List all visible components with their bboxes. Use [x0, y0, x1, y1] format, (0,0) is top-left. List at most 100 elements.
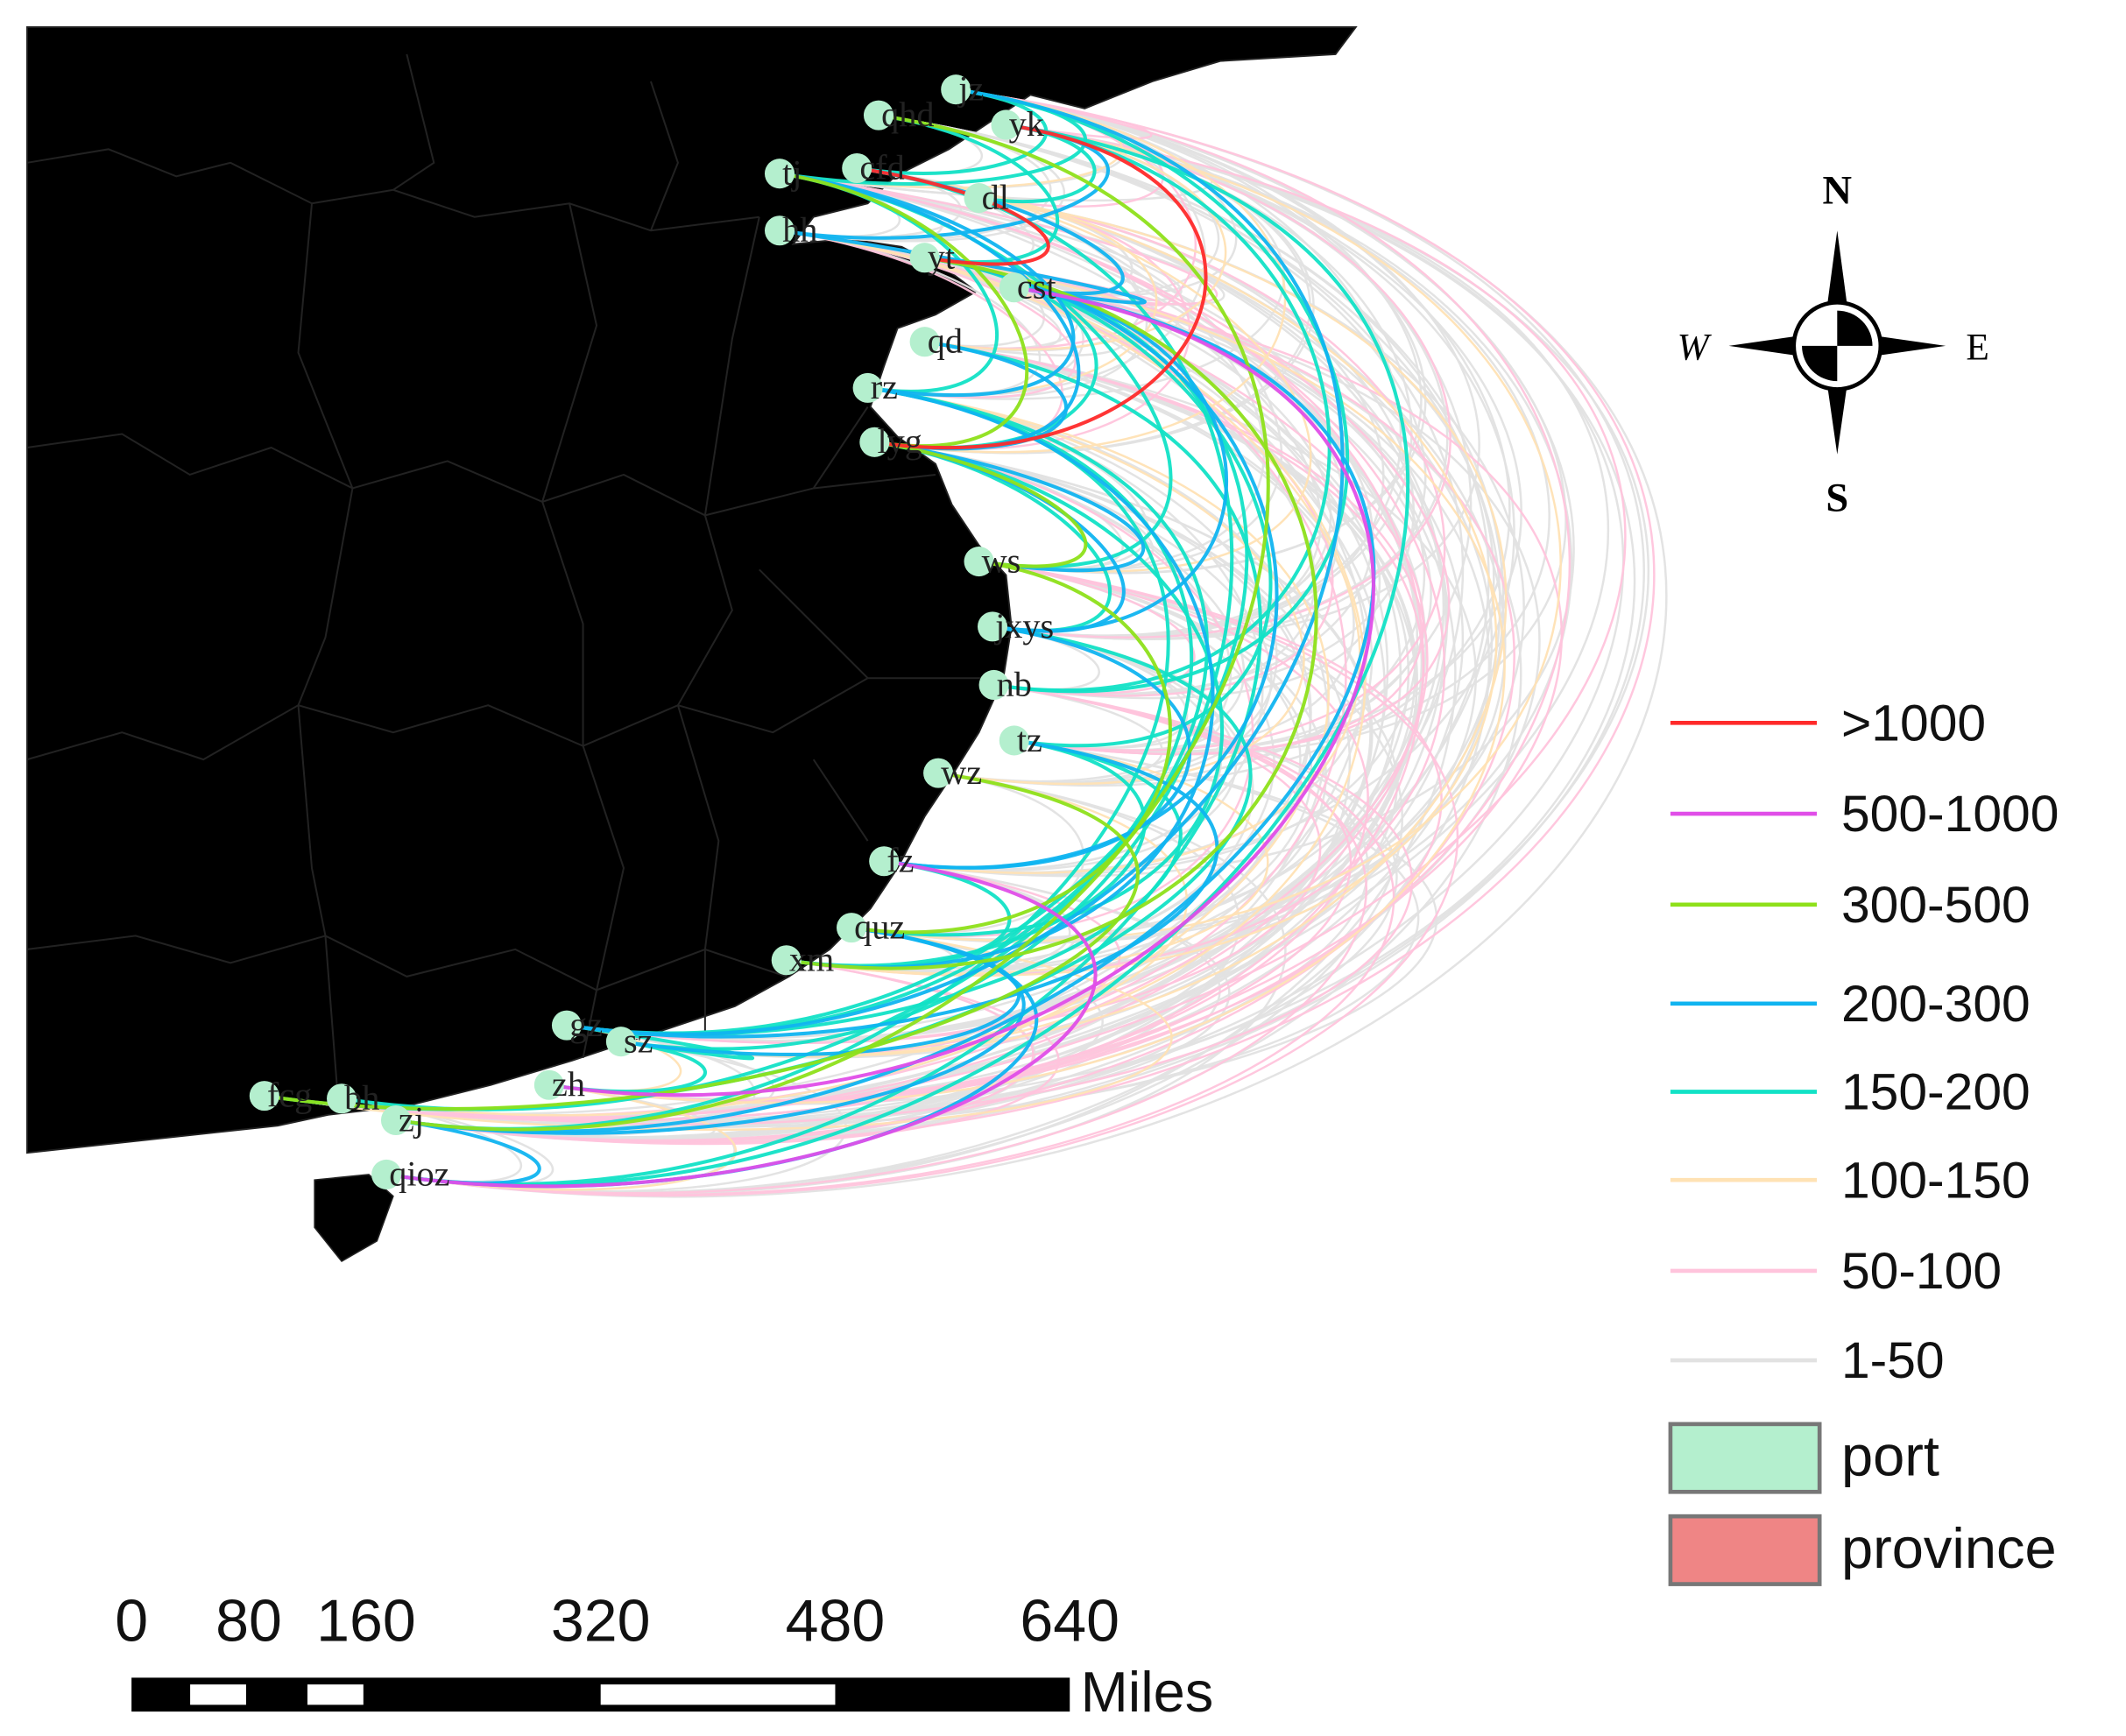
flow-arc [385, 340, 1262, 1186]
port-marker [859, 427, 890, 457]
port-label: jxys [993, 606, 1054, 646]
port-label: quz [854, 907, 905, 947]
flow-arc [786, 385, 1215, 970]
flow-arc [856, 166, 1050, 266]
port-marker [863, 100, 894, 131]
flow-arc [978, 560, 1196, 695]
flow-arc [385, 683, 1367, 1195]
island [314, 1174, 394, 1263]
port-marker [842, 152, 872, 184]
flow-arc [264, 771, 1140, 1111]
flow-arc [851, 560, 1172, 935]
flow-arc [385, 859, 1098, 1189]
flow-arc [857, 166, 1312, 573]
flow-arcs [264, 88, 1668, 1198]
flow-arc [779, 172, 1418, 876]
flow-arc [341, 683, 1398, 1125]
port-label: hh [782, 210, 817, 250]
port-marker [249, 1081, 279, 1111]
flow-arc [874, 440, 1146, 573]
port-marker [991, 109, 1021, 140]
port-marker [869, 846, 900, 877]
flow-arc [992, 286, 1229, 632]
port-label: qioz [389, 1154, 449, 1193]
port-marker [999, 725, 1029, 756]
legend-label: port [1841, 1424, 1939, 1488]
flow-arc [878, 113, 1059, 264]
port-label: ws [982, 540, 1021, 580]
flow-arc [786, 738, 1147, 968]
flow-arc [395, 113, 1270, 1132]
legend-label: 300-500 [1841, 877, 2031, 934]
flow-arc [779, 172, 1218, 306]
port-marker [771, 945, 802, 976]
port-marker [852, 372, 883, 403]
port-label: dl [982, 177, 1009, 216]
port-marker [977, 611, 1008, 642]
flow-arc [779, 172, 1076, 398]
legend-swatch [1668, 1422, 1822, 1494]
flow-arc [874, 440, 1088, 568]
legend-swatch [1668, 1514, 1822, 1586]
port-label: bh [344, 1078, 379, 1118]
flow-arc [341, 386, 1330, 1117]
port-label: rz [871, 367, 898, 406]
port-label: yt [928, 237, 955, 277]
flow-arc [566, 166, 1445, 1043]
scale-bar-segment [190, 1684, 246, 1705]
flow-arc [385, 172, 1457, 1196]
port-label: jz [957, 69, 984, 109]
scale-tick-label: 0 [115, 1588, 148, 1655]
port-label: qhd [881, 95, 934, 134]
port-label: nb [997, 664, 1032, 703]
port-label: cfd [859, 147, 904, 187]
port-label: zj [399, 1099, 424, 1139]
flow-arc [779, 229, 1147, 305]
port-label: zh [552, 1064, 585, 1104]
flow-arc [395, 959, 1060, 1146]
scale-tick-label: 160 [316, 1588, 416, 1655]
flow-arc [956, 88, 1402, 637]
port-marker [941, 74, 971, 105]
compass-s: S [1826, 476, 1848, 521]
port-label: qd [928, 321, 963, 361]
flow-arc [851, 440, 1225, 937]
port-label: gz [569, 1005, 603, 1044]
legend-label: 100-150 [1841, 1152, 2031, 1209]
port-marker [964, 183, 994, 214]
flow-arc [341, 683, 1353, 1121]
port-label: tz [1017, 720, 1042, 759]
flow-arc [566, 88, 1345, 1036]
port-marker [371, 1159, 402, 1189]
port-label: cst [1017, 267, 1056, 307]
province-borders [26, 53, 1004, 1112]
port-label: fcg [267, 1076, 312, 1115]
scale-unit: Miles [1081, 1660, 1214, 1724]
port-marker [764, 215, 795, 246]
flow-arc [851, 772, 1085, 935]
land [26, 26, 1358, 1263]
port-marker [978, 669, 1009, 700]
port-label: wz [941, 752, 982, 792]
compass: N S E W [1677, 168, 1989, 521]
port-label: lyg [877, 421, 922, 461]
scale-tick-label: 480 [786, 1588, 886, 1655]
port-marker [837, 913, 867, 943]
port-marker [999, 272, 1029, 303]
flow-arc [955, 88, 1350, 694]
flow-arc [851, 123, 1562, 942]
port-marker [380, 1104, 411, 1136]
flow-arc [264, 123, 1627, 1120]
scale-tick-label: 640 [1020, 1588, 1120, 1655]
flow-arc [883, 256, 1279, 870]
flow-arc [395, 286, 1376, 1133]
flow-arc [786, 256, 1318, 970]
port-marker [327, 1083, 357, 1114]
port-label: tj [782, 153, 802, 193]
legend-label: 1-50 [1841, 1332, 1945, 1389]
flow-arc [856, 88, 1049, 175]
flow-arc [937, 88, 1511, 787]
flow-arc [395, 88, 1645, 1144]
